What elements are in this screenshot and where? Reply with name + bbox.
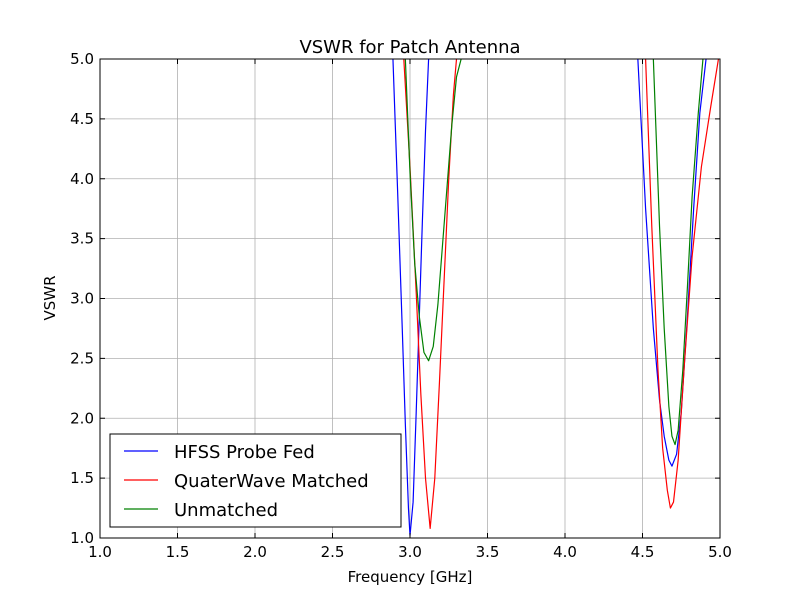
legend-box [109,433,402,528]
series-line-unmatched-2 [652,59,704,446]
x-tick-label: 1.0 [88,543,112,561]
x-tick-label: 5.0 [708,543,732,561]
chart-title: VSWR for Patch Antenna [299,37,520,58]
y-tick-label: 1.0 [70,529,94,547]
grid [99,58,721,539]
y-tick-labels: 1.0 1.5 2.0 2.5 3.0 3.5 4.0 4.5 5.0 [70,50,94,547]
y-tick-label: 4.0 [70,170,94,188]
x-tick-label: 4.5 [631,543,655,561]
y-tick-label: 3.0 [70,290,94,308]
y-tick-label: 4.5 [70,110,94,128]
legend-label-hfss-probe-fed: HFSS Probe Fed [174,442,315,463]
y-tick-label: 3.5 [70,230,94,248]
series-layer [392,59,720,537]
series-line-hfss-probe-fed-2 [637,59,707,467]
x-tick-labels: 1.0 1.5 2.0 2.5 3.0 3.5 4.0 4.5 5.0 [88,543,732,561]
legend: HFSS Probe Fed QuaterWave Matched Unmatc… [109,433,402,528]
legend-label-unmatched: Unmatched [174,500,278,521]
y-tick-label: 2.0 [70,409,94,427]
legend-label-quaterwave-matched: QuaterWave Matched [174,471,369,492]
y-tick-label: 1.5 [70,469,94,487]
x-tick-label: 3.5 [476,543,500,561]
x-tick-label: 2.0 [243,543,267,561]
series-line-quaterwave-matched-2 [645,59,720,509]
x-tick-label: 4.0 [553,543,577,561]
y-axis-label: VSWR [41,275,59,320]
ticks [99,58,721,539]
x-tick-label: 3.0 [398,543,422,561]
series-line-hfss-probe-fed-1 [392,59,430,537]
y-tick-label: 5.0 [70,50,94,68]
series-line-unmatched-1 [404,59,462,362]
x-tick-label: 1.5 [166,543,190,561]
x-tick-label: 2.5 [321,543,345,561]
y-tick-label: 2.5 [70,349,94,367]
x-axis-label: Frequency [GHz] [348,568,473,586]
